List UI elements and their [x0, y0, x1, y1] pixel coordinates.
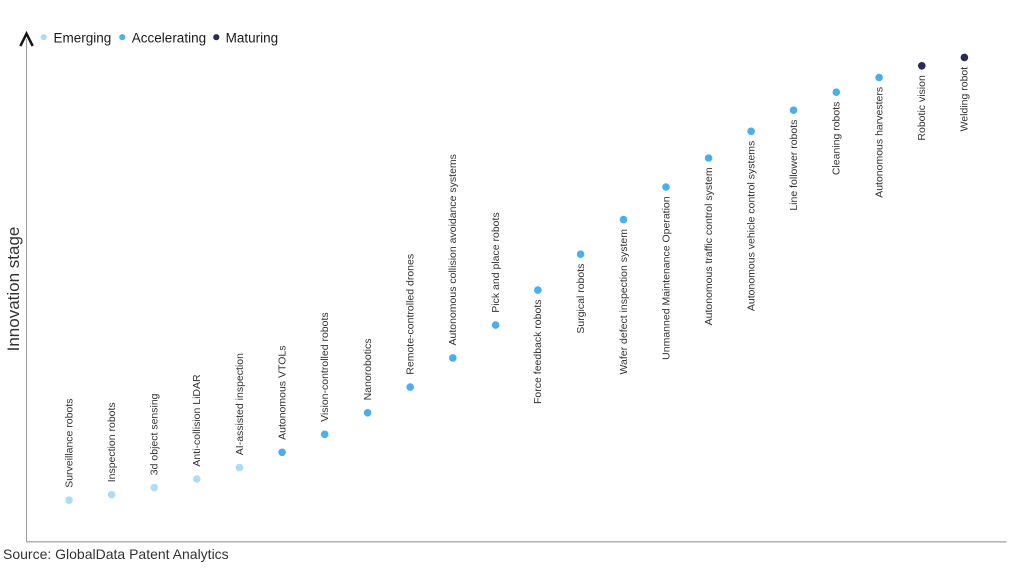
svg-text:Surgical robots: Surgical robots [575, 264, 587, 334]
svg-text:Inspection robots: Inspection robots [106, 402, 118, 482]
svg-text:Nanorobotics: Nanorobotics [362, 339, 374, 401]
svg-text:Remote-controlled drones: Remote-controlled drones [405, 254, 417, 375]
svg-text:Emerging: Emerging [54, 30, 112, 45]
svg-text:Innovation stage: Innovation stage [4, 227, 23, 352]
svg-text:Unmanned Maintenance Operation: Unmanned Maintenance Operation [660, 196, 672, 360]
svg-text:3d object sensing: 3d object sensing [149, 393, 161, 475]
svg-text:Cleaning robots: Cleaning robots [831, 102, 843, 176]
svg-text:Surveillance robots: Surveillance robots [63, 399, 75, 488]
svg-text:Line follower robots: Line follower robots [788, 120, 800, 211]
svg-text:Autonomous harvesters: Autonomous harvesters [873, 87, 885, 198]
svg-text:Maturing: Maturing [226, 30, 279, 45]
svg-text:AI-assisted inspection: AI-assisted inspection [234, 353, 246, 455]
svg-text:Autonomous vehicle control sys: Autonomous vehicle control systems [745, 141, 757, 311]
svg-text:Vision-controlled robots: Vision-controlled robots [319, 312, 331, 422]
svg-text:Robotic vision: Robotic vision [916, 75, 928, 141]
svg-text:Wafer defect inspection system: Wafer defect inspection system [618, 229, 630, 375]
svg-text:Autonomous collision avoidance: Autonomous collision avoidance systems [447, 154, 459, 345]
svg-text:Accelerating: Accelerating [132, 30, 206, 45]
svg-text:Pick and place robots: Pick and place robots [490, 212, 502, 312]
svg-text:Source: GlobalData Patent Anal: Source: GlobalData Patent Analytics [3, 546, 229, 562]
svg-text:Autonomous traffic control sys: Autonomous traffic control system [703, 167, 715, 325]
svg-text:Autonomous VTOLs: Autonomous VTOLs [276, 346, 288, 440]
svg-text:Force feedback robots: Force feedback robots [532, 300, 544, 404]
svg-text:Welding robot: Welding robot [959, 67, 971, 132]
svg-text:Anti-collision LiDAR: Anti-collision LiDAR [191, 374, 203, 467]
